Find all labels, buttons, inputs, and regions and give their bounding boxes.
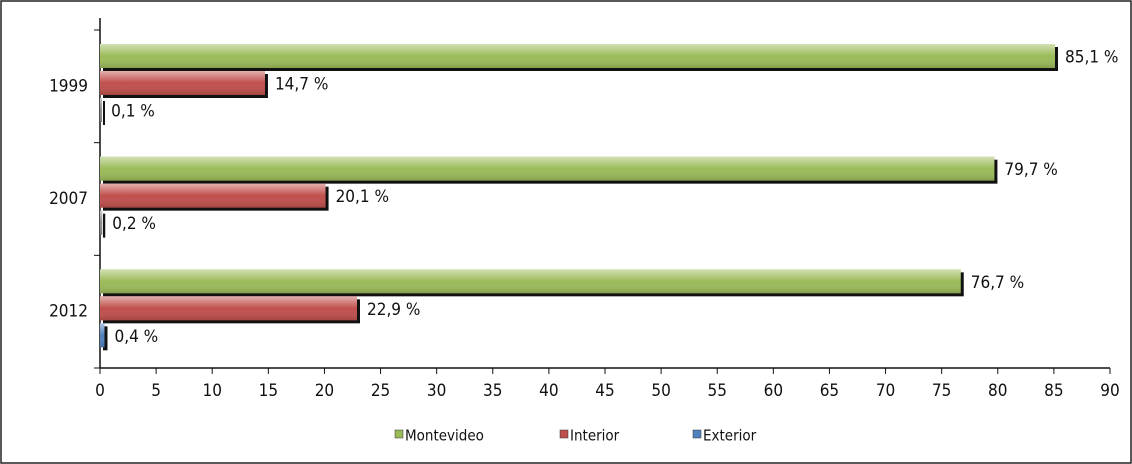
- x-tick-label: 35: [483, 381, 502, 401]
- value-label: 0,1 %: [111, 102, 155, 122]
- y-tick-label: 2007: [49, 189, 88, 209]
- bar-highlight: [100, 71, 265, 95]
- y-tick-label: 2012: [49, 302, 88, 322]
- legend-label: Exterior: [703, 427, 757, 445]
- bar-highlight: [100, 183, 326, 208]
- x-tick-label: 65: [820, 381, 839, 401]
- bar-highlight: [100, 269, 961, 294]
- value-label: 22,9 %: [367, 300, 420, 320]
- legend-swatch: [394, 429, 404, 439]
- x-tick-label: 25: [371, 381, 390, 401]
- y-tick-label: 1999: [49, 76, 88, 96]
- x-tick-label: 15: [259, 381, 278, 401]
- bar-highlight: [100, 156, 995, 181]
- value-label: 0,2 %: [112, 214, 156, 234]
- x-tick-label: 75: [932, 381, 951, 401]
- legend-label: Montevideo: [405, 427, 484, 445]
- x-tick-label: 70: [876, 381, 895, 401]
- value-label: 0,4 %: [114, 327, 158, 347]
- value-label: 76,7 %: [971, 273, 1024, 293]
- x-tick-label: 85: [1044, 381, 1063, 401]
- x-tick-label: 0: [95, 381, 105, 401]
- bar-shadow: [103, 326, 108, 351]
- x-tick-label: 5: [151, 381, 161, 401]
- bar-highlight: [100, 323, 105, 348]
- bar-highlight: [100, 210, 103, 235]
- legend-swatch: [692, 429, 702, 439]
- x-tick-label: 60: [764, 381, 783, 401]
- bar-highlight: [100, 296, 357, 321]
- x-tick-label: 10: [202, 381, 221, 401]
- bar-highlight: [100, 98, 102, 122]
- value-label: 14,7 %: [275, 75, 328, 95]
- x-tick-label: 55: [707, 381, 726, 401]
- value-label: 85,1 %: [1065, 48, 1118, 68]
- value-label: 20,1 %: [336, 187, 389, 207]
- x-tick-label: 90: [1100, 381, 1119, 401]
- value-label: 79,7 %: [1004, 160, 1057, 180]
- legend-label: Interior: [570, 427, 620, 445]
- x-tick-label: 20: [315, 381, 334, 401]
- bar-shadow: [103, 213, 106, 238]
- x-tick-label: 40: [539, 381, 558, 401]
- x-tick-label: 80: [988, 381, 1007, 401]
- x-tick-label: 30: [427, 381, 446, 401]
- bar-shadow: [103, 101, 105, 125]
- x-tick-label: 50: [651, 381, 670, 401]
- x-tick-label: 45: [595, 381, 614, 401]
- bar-highlight: [100, 44, 1056, 68]
- legend-swatch: [559, 429, 569, 439]
